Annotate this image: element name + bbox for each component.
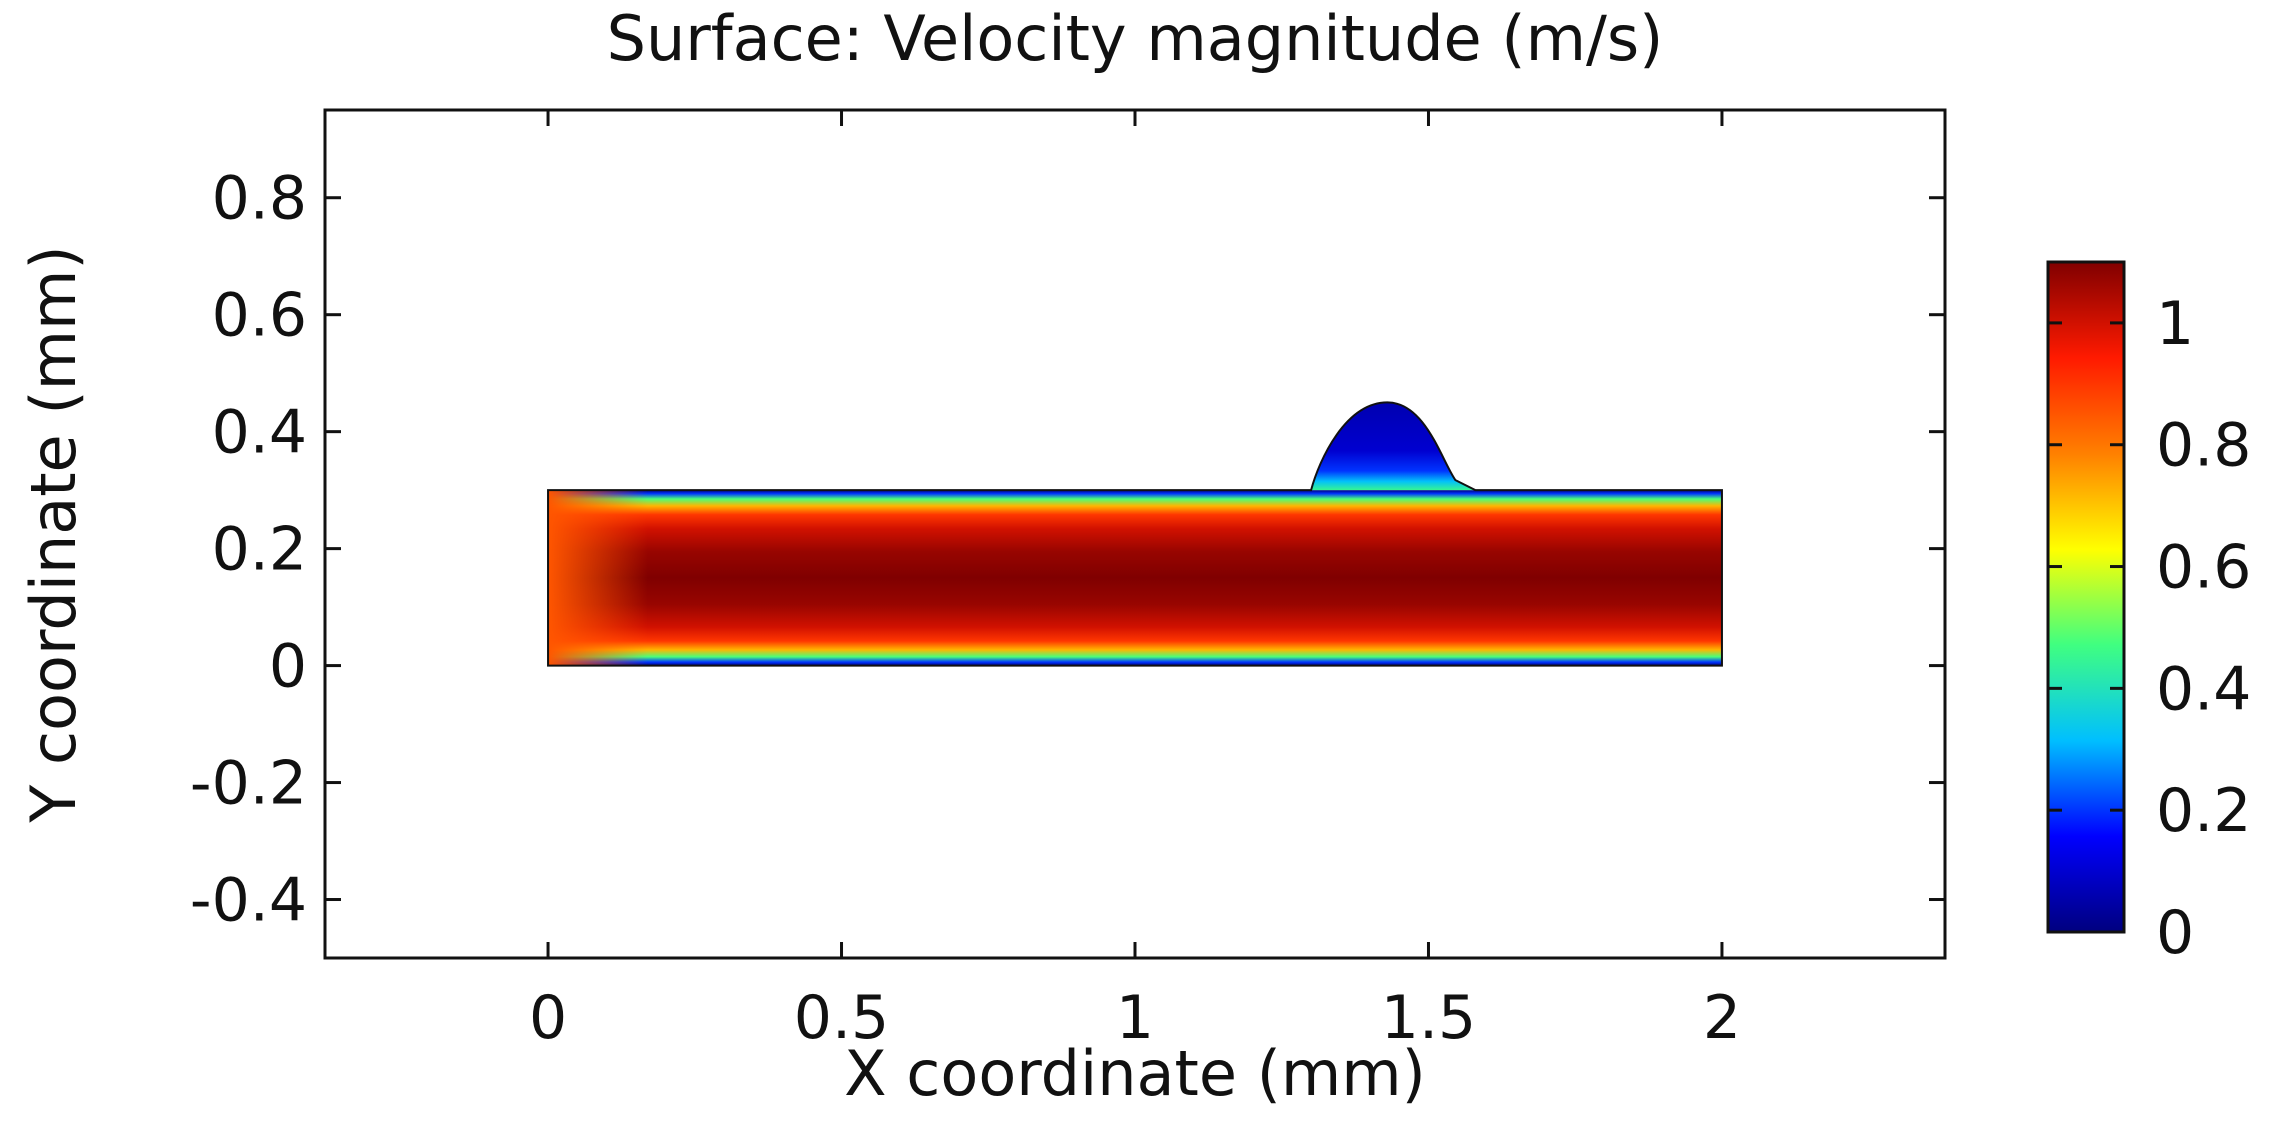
bump-region	[1311, 402, 1476, 491]
y-tick-label: 0.4	[212, 398, 307, 468]
y-tick-label: -0.4	[190, 866, 307, 936]
y-tick-label: 0.8	[212, 164, 307, 234]
y-axis-ticks: -0.4 -0.2 0 0.2 0.4 0.6 0.8	[190, 164, 1945, 936]
x-tick-label: 1	[1116, 983, 1154, 1053]
inlet-region	[548, 490, 648, 666]
colorbar-tick-label: 0	[2156, 898, 2194, 968]
colorbar-gradient	[2046, 260, 2126, 934]
colorbar-tick-label: 1	[2156, 289, 2194, 359]
colorbar-tick-label: 0.6	[2156, 533, 2251, 603]
x-tick-label: 0	[529, 983, 567, 1053]
channel-flow	[548, 490, 1722, 666]
domain-outline	[547, 401, 1723, 667]
y-axis-label: Y coordinate (mm)	[17, 245, 90, 823]
chart-title: Surface: Velocity magnitude (m/s)	[607, 2, 1664, 75]
colorbar-tick-label: 0.4	[2156, 654, 2251, 724]
y-tick-label: 0.6	[212, 281, 307, 351]
colorbar-tick-label: 0.2	[2156, 776, 2251, 846]
colorbar-tick-label: 0.8	[2156, 411, 2251, 481]
velocity-field	[547, 401, 1723, 667]
y-tick-label: -0.2	[190, 749, 307, 819]
x-tick-label: 2	[1703, 983, 1741, 1053]
y-tick-label: 0	[269, 632, 307, 702]
x-axis-ticks: 0 0.5 1 1.5 2	[529, 110, 1741, 1053]
y-tick-label: 0.2	[212, 515, 307, 585]
x-axis-label: X coordinate (mm)	[844, 1037, 1426, 1110]
x-tick-label: 1.5	[1381, 983, 1476, 1053]
x-tick-label: 0.5	[794, 983, 889, 1053]
colorbar: 0 0.2 0.4 0.6 0.8 1	[2046, 260, 2251, 968]
